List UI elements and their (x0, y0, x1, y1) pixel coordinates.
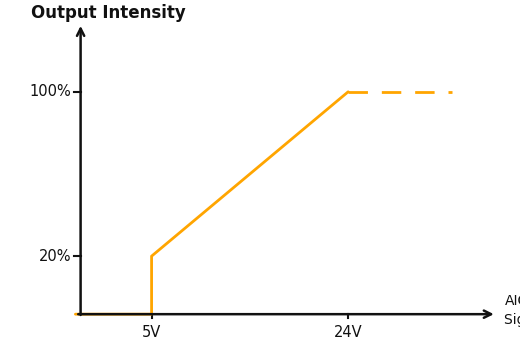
Text: Output Intensity: Output Intensity (31, 4, 186, 22)
Text: 5V: 5V (142, 325, 161, 340)
Text: 100%: 100% (30, 84, 71, 99)
Text: AIC
Signal IN: AIC Signal IN (504, 294, 520, 327)
Text: 20%: 20% (39, 248, 71, 264)
Text: 24V: 24V (334, 325, 362, 340)
